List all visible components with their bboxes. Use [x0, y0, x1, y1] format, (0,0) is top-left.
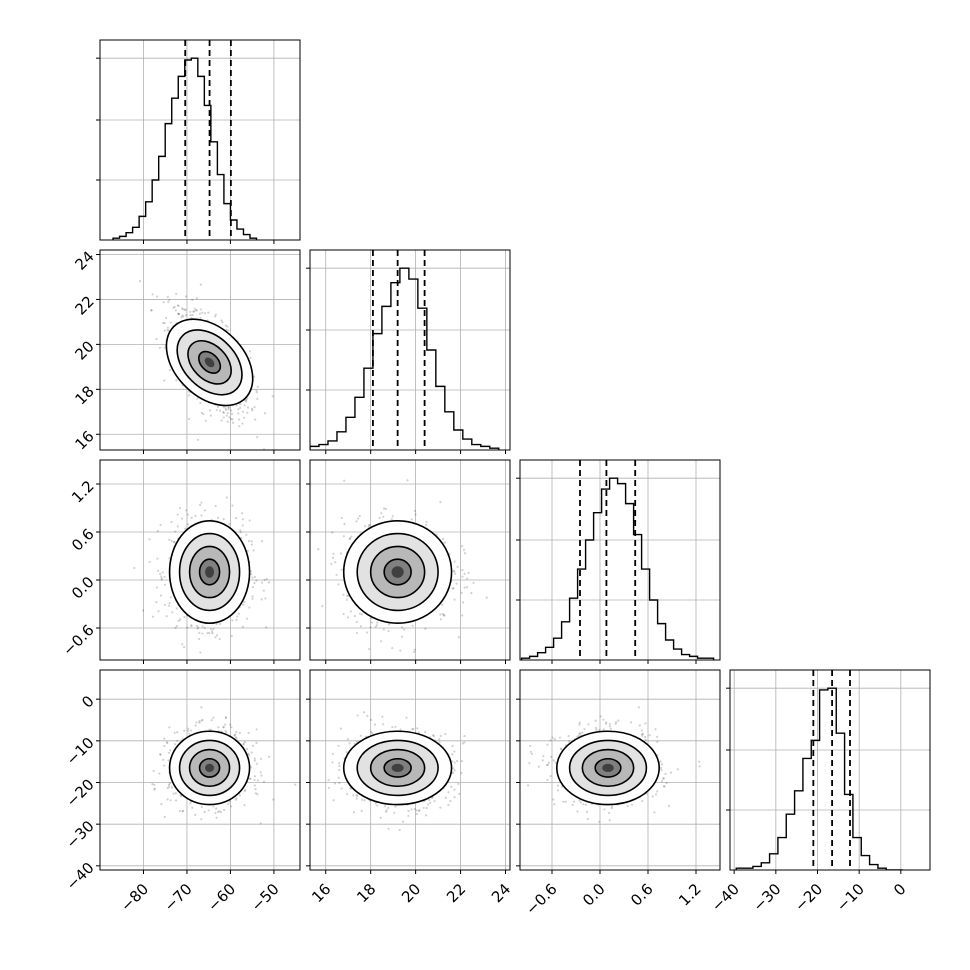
panel-frame: [99, 249, 301, 451]
y-tick-label: −40: [63, 859, 98, 894]
y-tick-label: −0.6: [59, 621, 97, 659]
x-tick-label: 1.2: [675, 880, 705, 910]
panel-frame: [309, 669, 511, 871]
y-tick-label: −30: [63, 817, 98, 852]
x-tick-label: 16: [308, 880, 334, 906]
x-tick-label: −80: [117, 880, 152, 915]
density-peak: [204, 357, 215, 368]
x-tick-label: −40: [708, 880, 743, 915]
density-peak: [391, 763, 404, 773]
y-tick-label: 22: [71, 292, 97, 318]
panel-2-0: [96, 459, 301, 664]
x-tick-label: −10: [833, 880, 868, 915]
x-tick-label: 20: [398, 880, 424, 906]
panel-3-1: [306, 669, 511, 874]
panel-frame: [99, 459, 301, 661]
y-tick-label: 0: [78, 692, 97, 711]
panel-frame: [519, 459, 721, 661]
panel-3-3: [726, 669, 931, 874]
panel-frame: [729, 669, 931, 871]
x-tick-label: 0: [890, 880, 909, 899]
x-tick-label: −70: [161, 880, 196, 915]
panel-frame: [99, 669, 301, 871]
y-tick-label: −20: [63, 775, 98, 810]
panel-0-0: [96, 39, 301, 244]
x-tick-label: 0.6: [627, 880, 657, 910]
panel-3-0: [96, 669, 301, 874]
y-tick-label: 0.0: [68, 573, 98, 603]
density-peak: [602, 763, 614, 773]
y-tick-label: 24: [71, 247, 97, 273]
panel-1-1: [306, 249, 511, 454]
x-tick-label: 22: [443, 880, 469, 906]
panel-3-2: [516, 669, 721, 874]
y-tick-label: −10: [63, 734, 98, 769]
histogram-1: [310, 267, 500, 450]
x-tick-label: 24: [488, 880, 514, 906]
density-peak: [205, 566, 215, 578]
histogram-0: [112, 57, 258, 240]
x-tick-label: −20: [791, 880, 826, 915]
panel-1-0: [96, 249, 301, 454]
x-tick-label: −60: [204, 880, 239, 915]
y-tick-label: 18: [71, 382, 97, 408]
x-tick-label: −50: [248, 880, 283, 915]
panel-frame: [309, 249, 511, 451]
y-tick-label: 0.6: [68, 525, 98, 555]
panel-frame: [99, 39, 301, 241]
density-peak: [205, 763, 215, 773]
histogram-2: [520, 477, 715, 660]
y-tick-label: 20: [71, 337, 97, 363]
x-tick-label: −30: [749, 880, 784, 915]
x-tick-label: −0.6: [522, 880, 560, 918]
panel-2-2: [516, 459, 721, 664]
histogram-3: [735, 687, 903, 870]
panel-frame: [309, 459, 511, 661]
y-tick-label: 1.2: [68, 477, 98, 507]
density-peak: [391, 566, 404, 578]
y-tick-label: 16: [71, 427, 97, 453]
x-tick-label: 0.0: [579, 880, 609, 910]
panel-frame: [519, 669, 721, 871]
x-tick-label: 18: [353, 880, 379, 906]
panel-2-1: [306, 459, 511, 664]
